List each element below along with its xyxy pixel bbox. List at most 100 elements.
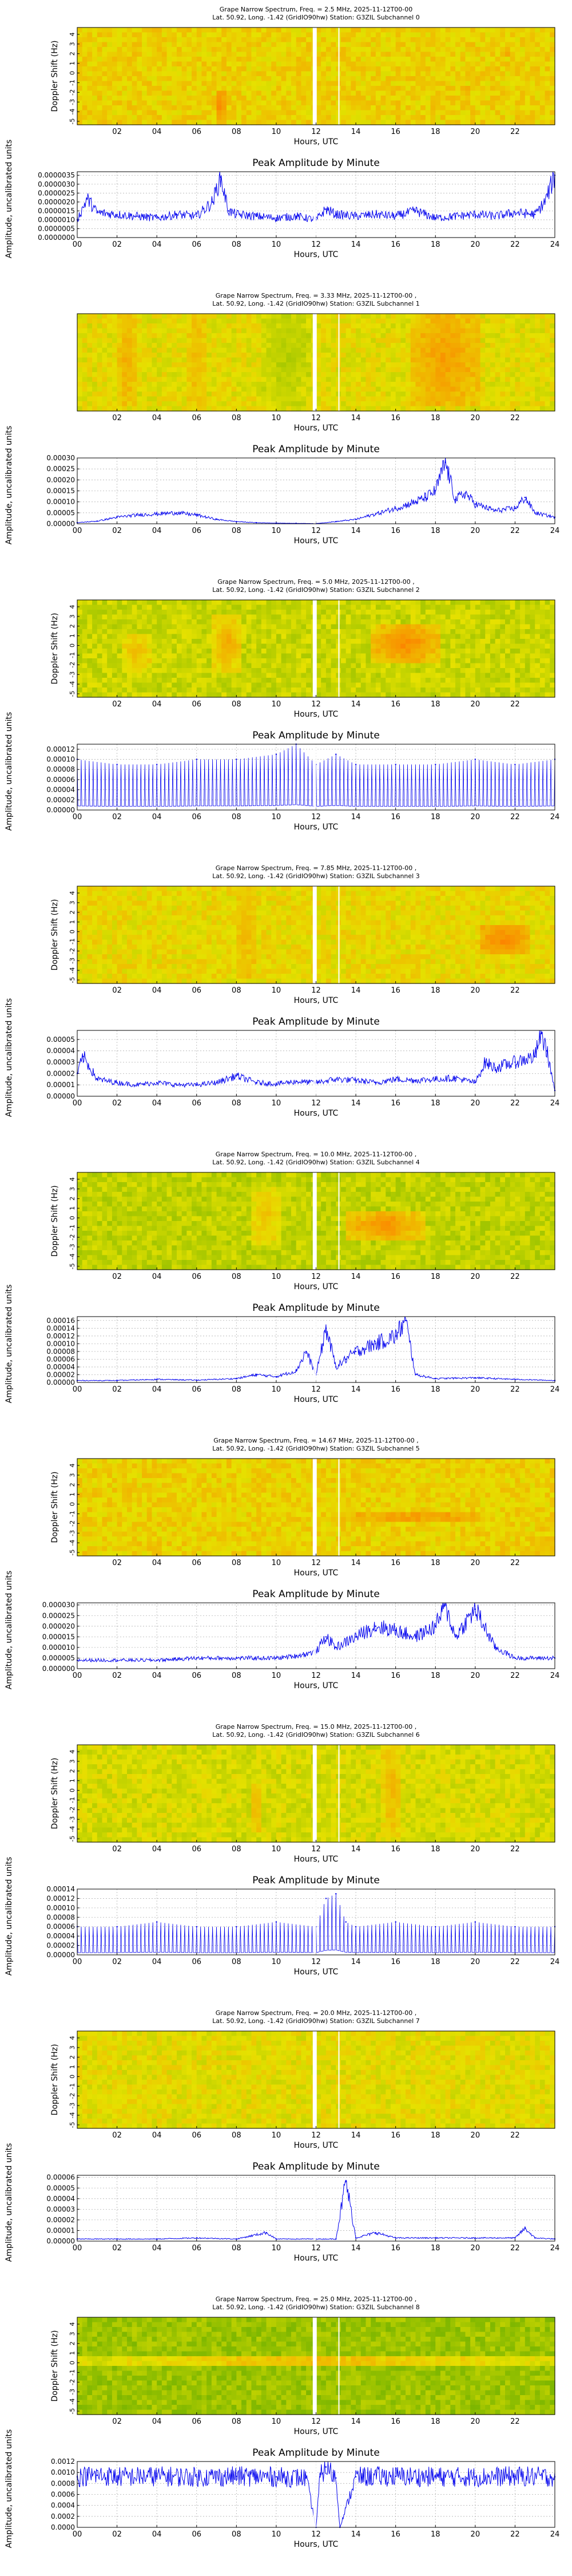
amplitude-point [494, 1067, 496, 1069]
x-tick-label: 10 [272, 1559, 281, 1567]
amplitude-points [76, 175, 556, 221]
y-tick-label: -2 [69, 1520, 76, 1527]
x-tick-label: 12 [311, 986, 321, 995]
x-tick-label: 18 [431, 527, 440, 535]
x-axis-label: Hours, UTC [294, 2141, 339, 2150]
amplitude-point [355, 1636, 357, 1638]
amplitude-point [236, 2238, 237, 2240]
amplitude-point [116, 214, 118, 215]
amplitude-point [82, 1056, 84, 1057]
x-tick-label: 16 [391, 1385, 400, 1394]
amplitude-point [435, 217, 436, 219]
data-gap [313, 2175, 316, 2241]
y-tick-label: 0.000000 [42, 1665, 75, 1673]
x-tick-label: 12 [311, 2131, 321, 2140]
spectrogram-title: Grape Narrow Spectrum, Freq. = 15.0 MHz,… [216, 1723, 417, 1730]
y-tick-label: 1 [69, 2065, 76, 2069]
amplitude-point [435, 1625, 436, 1627]
y-tick-label: 0.00012 [46, 1332, 75, 1340]
x-tick-label: 02 [112, 1559, 122, 1567]
y-tick-label: 0.0000025 [38, 189, 75, 197]
amplitude-point [454, 1636, 456, 1638]
x-tick-label: 22 [510, 813, 520, 821]
x-tick-label: 12 [311, 128, 321, 136]
x-tick-label: 20 [471, 1273, 480, 1281]
y-tick-label: 0.00012 [46, 745, 75, 753]
y-tick-label: 0.0000005 [38, 224, 75, 232]
y-tick-label: 0.00004 [46, 1932, 75, 1940]
x-tick-label: 02 [112, 1385, 122, 1394]
y-tick-label: 0.00010 [46, 1340, 75, 1348]
x-tick-label: 16 [391, 2417, 400, 2426]
amplitude-point [156, 1378, 158, 1380]
amplitude-point [196, 2237, 197, 2239]
amplitude-point [514, 1657, 516, 1659]
amplitude-point [435, 1926, 436, 1927]
amplitude-point [375, 214, 377, 215]
x-tick-label: 02 [112, 700, 122, 709]
amplitude-point [156, 1921, 158, 1923]
amplitude-point [345, 1358, 347, 1360]
y-tick-label: 0.0002 [51, 2512, 75, 2520]
y-tick-label: -5 [69, 2408, 76, 2415]
x-tick-label: 04 [152, 700, 162, 709]
x-tick-label: 06 [192, 1273, 201, 1281]
data-gap [338, 314, 340, 411]
y-tick-label: 0.00003 [46, 1058, 75, 1066]
y-tick-label: 0 [69, 1502, 76, 1506]
x-tick-label: 14 [351, 986, 361, 995]
amplitude-chart-6: Peak Amplitude by Minute 0.000000.00002 0.… [5, 1857, 559, 1977]
y-tick-label: 4 [69, 1178, 76, 1182]
amplitude-point [295, 1370, 297, 1372]
x-tick-label: 20 [471, 1958, 480, 1966]
amplitude-point [435, 764, 436, 765]
x-tick-label: 04 [152, 1958, 162, 1966]
x-tick-label: 16 [391, 986, 400, 995]
x-tick-label: 14 [351, 1385, 361, 1394]
x-tick-label: 20 [471, 2244, 480, 2253]
spectrogram-title: Grape Narrow Spectrum, Freq. = 20.0 MHz,… [216, 2009, 417, 2017]
x-tick-label: 14 [351, 1845, 361, 1854]
x-tick-label: 02 [112, 1273, 122, 1281]
x-tick-label: 02 [112, 527, 122, 535]
y-tick-label: 0 [69, 643, 76, 647]
amplitude-point [514, 1061, 516, 1063]
amplitude-point [540, 1033, 542, 1035]
x-tick-label: 00 [73, 1672, 82, 1680]
amplitude-point [345, 1921, 347, 1923]
y-tick-label: -1 [69, 1797, 76, 1803]
y-tick-label: 0.00006 [46, 2174, 75, 2182]
data-gap [338, 1745, 340, 1842]
amplitude-point [116, 516, 118, 518]
x-tick-label: 08 [232, 1672, 241, 1680]
y-tick-label: 0 [69, 1216, 76, 1220]
x-tick-label: 08 [232, 1559, 241, 1567]
x-axis-label: Hours, UTC [294, 1681, 339, 1690]
amplitude-point [275, 1921, 277, 1923]
x-tick-label: 20 [471, 1845, 480, 1854]
amplitude-point [335, 1893, 337, 1895]
y-tick-label: 4 [69, 2322, 76, 2326]
amplitude-chart-1: Peak Amplitude by Minute 0.00000 0.00005 0.… [5, 426, 559, 546]
x-tick-label: 20 [471, 2131, 480, 2140]
x-tick-label: 14 [351, 414, 361, 422]
x-tick-label: 24 [550, 1672, 560, 1680]
x-tick-label: 00 [73, 527, 82, 535]
amplitude-point [196, 215, 197, 217]
y-tick-label: 0.00010 [46, 1904, 75, 1912]
x-tick-label: 00 [73, 2530, 82, 2539]
x-tick-label: 18 [431, 1559, 440, 1567]
amplitude-point [415, 1636, 416, 1638]
x-axis-label: Hours, UTC [294, 2254, 339, 2263]
x-tick-label: 12 [311, 1385, 321, 1394]
amplitude-point [319, 2476, 321, 2478]
y-tick-label: 0.0008 [51, 2479, 75, 2487]
x-tick-label: 12 [311, 240, 321, 249]
data-gap [313, 2462, 316, 2527]
amplitude-point [116, 2476, 118, 2478]
x-tick-label: 14 [351, 1672, 361, 1680]
amplitude-point [415, 1374, 416, 1376]
amplitude-point [325, 1636, 327, 1638]
y-tick-label: -5 [69, 977, 76, 983]
